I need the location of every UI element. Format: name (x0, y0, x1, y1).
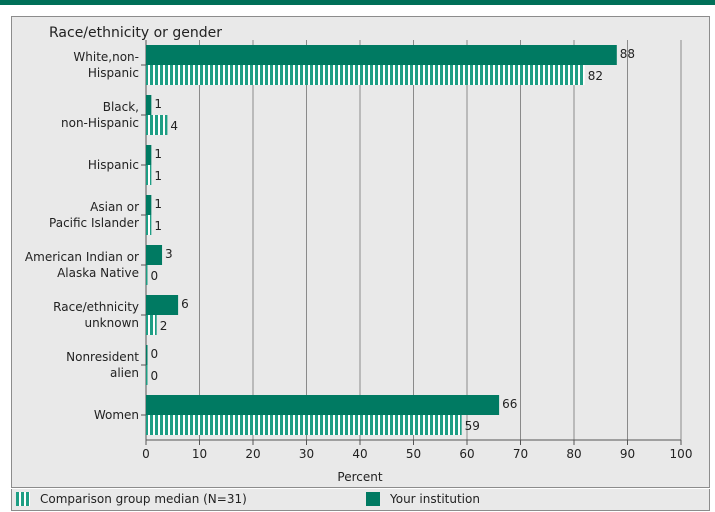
x-tick-label: 20 (245, 447, 260, 461)
data-label-comparison: 2 (160, 319, 168, 333)
category-label: Alaska Native (57, 266, 139, 280)
legend: Comparison group median (N=31) Your inst… (11, 489, 710, 511)
labels-layer: 0 10 20 30 40 50 60 70 80 90 100White,non-Hispanic… (25, 47, 693, 461)
bar-institution (146, 145, 152, 165)
category-label: Pacific Islander (49, 216, 139, 230)
data-label-institution: 88 (620, 47, 635, 61)
bar-comparison (146, 365, 148, 385)
data-label-institution: 1 (154, 197, 162, 211)
bars-layer (146, 45, 617, 435)
data-label-comparison: 1 (154, 219, 162, 233)
category-label: Asian or (90, 200, 139, 214)
x-tick-label: 40 (352, 447, 367, 461)
bar-institution (146, 245, 163, 265)
legend-item-institution: Your institution (366, 492, 480, 506)
data-label-comparison: 0 (151, 369, 159, 383)
bar-institution (146, 345, 148, 365)
bar-institution (146, 195, 152, 215)
data-label-comparison: 0 (151, 269, 159, 283)
bar-comparison (146, 65, 585, 85)
category-label: White,non- (73, 50, 139, 64)
x-tick-label: 90 (620, 447, 635, 461)
x-tick-label: 50 (406, 447, 421, 461)
legend-label-institution: Your institution (390, 492, 480, 506)
x-tick-label: 70 (513, 447, 528, 461)
bar-institution (146, 295, 179, 315)
data-label-comparison: 82 (588, 69, 603, 83)
legend-label-comparison: Comparison group median (N=31) (40, 492, 247, 506)
data-label-institution: 0 (151, 347, 159, 361)
x-tick-label: 30 (299, 447, 314, 461)
x-tick-label: 100 (670, 447, 693, 461)
legend-swatch-solid (366, 492, 380, 506)
x-tick-label: 80 (566, 447, 581, 461)
category-label: non-Hispanic (61, 116, 139, 130)
legend-item-comparison: Comparison group median (N=31) (16, 492, 247, 506)
legend-swatch-striped (16, 492, 30, 506)
category-label: Black, (103, 100, 139, 114)
x-tick-label: 10 (192, 447, 207, 461)
category-label: unknown (84, 316, 139, 330)
x-axis-label: Percent (337, 470, 382, 484)
data-label-comparison: 59 (465, 419, 480, 433)
data-label-institution: 66 (502, 397, 517, 411)
data-label-comparison: 1 (154, 169, 162, 183)
bar-comparison (146, 415, 462, 435)
grid-layer (141, 40, 682, 445)
bar-institution (146, 395, 500, 415)
category-label: Women (94, 408, 139, 422)
data-label-institution: 1 (154, 97, 162, 111)
category-label: Race/ethnicity (53, 300, 139, 314)
category-label: American Indian or (25, 250, 139, 264)
category-label: Hispanic (88, 66, 139, 80)
data-label-institution: 6 (181, 297, 189, 311)
top-accent-bar (0, 0, 715, 5)
category-label: alien (110, 366, 139, 380)
x-tick-label: 0 (142, 447, 150, 461)
bar-comparison (146, 215, 152, 235)
data-label-institution: 3 (165, 247, 173, 261)
bar-institution (146, 95, 152, 115)
bar-institution (146, 45, 617, 65)
chart-title: Race/ethnicity or gender (49, 25, 222, 41)
data-label-institution: 1 (154, 147, 162, 161)
bar-comparison (146, 265, 148, 285)
category-label: Hispanic (88, 158, 139, 172)
bar-comparison (146, 315, 157, 335)
bar-comparison (146, 115, 168, 135)
bar-comparison (146, 165, 152, 185)
x-tick-label: 60 (459, 447, 474, 461)
category-label: Nonresident (66, 350, 139, 364)
data-label-comparison: 4 (170, 119, 178, 133)
